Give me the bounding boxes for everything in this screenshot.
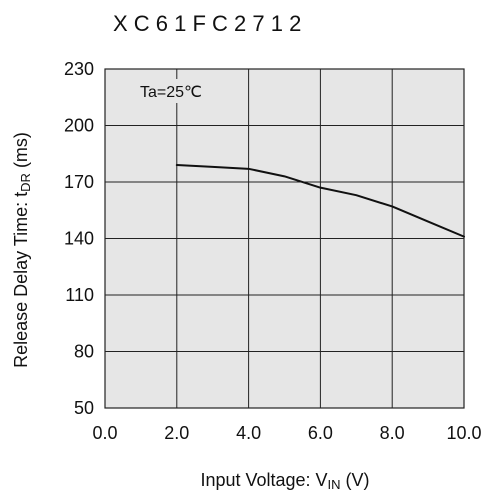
x-tick-label: 8.0 [380,423,405,443]
grid-lines [105,69,464,408]
y-tick-labels: 50 80 110 140 170 200 230 [64,59,94,418]
x-tick-label: 2.0 [164,423,189,443]
x-axis-label-subscript: IN [328,477,341,492]
x-tick-labels: 0.0 2.0 4.0 6.0 8.0 10.0 [92,423,481,443]
x-axis-label-suffix: (V) [341,470,370,490]
y-tick-label: 230 [64,59,94,79]
y-axis-label: Release Delay Time: tDR (ms) [11,132,33,368]
plot-border [104,68,465,409]
x-axis-label: Input Voltage: VIN (V) [200,470,369,492]
y-tick-label: 170 [64,172,94,192]
x-axis-label-prefix: Input Voltage: V [200,470,327,490]
series-line [175,164,465,238]
x-tick-label: 4.0 [236,423,261,443]
chart-title: X C 6 1 F C 2 7 1 2 [113,11,301,36]
x-tick-label: 0.0 [92,423,117,443]
y-axis-label-suffix: (ms) [11,132,31,173]
x-tick-label: 6.0 [308,423,333,443]
y-axis-label-subscript: DR [18,173,33,192]
y-tick-label: 140 [64,229,94,249]
temperature-annotation: Ta=25℃ [140,84,202,101]
annotation-background [136,79,220,103]
y-tick-label: 110 [65,285,94,305]
series-layer [175,164,465,238]
y-tick-label: 80 [74,342,94,362]
y-tick-label: 50 [74,398,94,418]
y-tick-label: 200 [64,116,94,136]
x-tick-label: 10.0 [446,423,481,443]
y-axis-label-prefix: Release Delay Time: t [11,192,31,368]
